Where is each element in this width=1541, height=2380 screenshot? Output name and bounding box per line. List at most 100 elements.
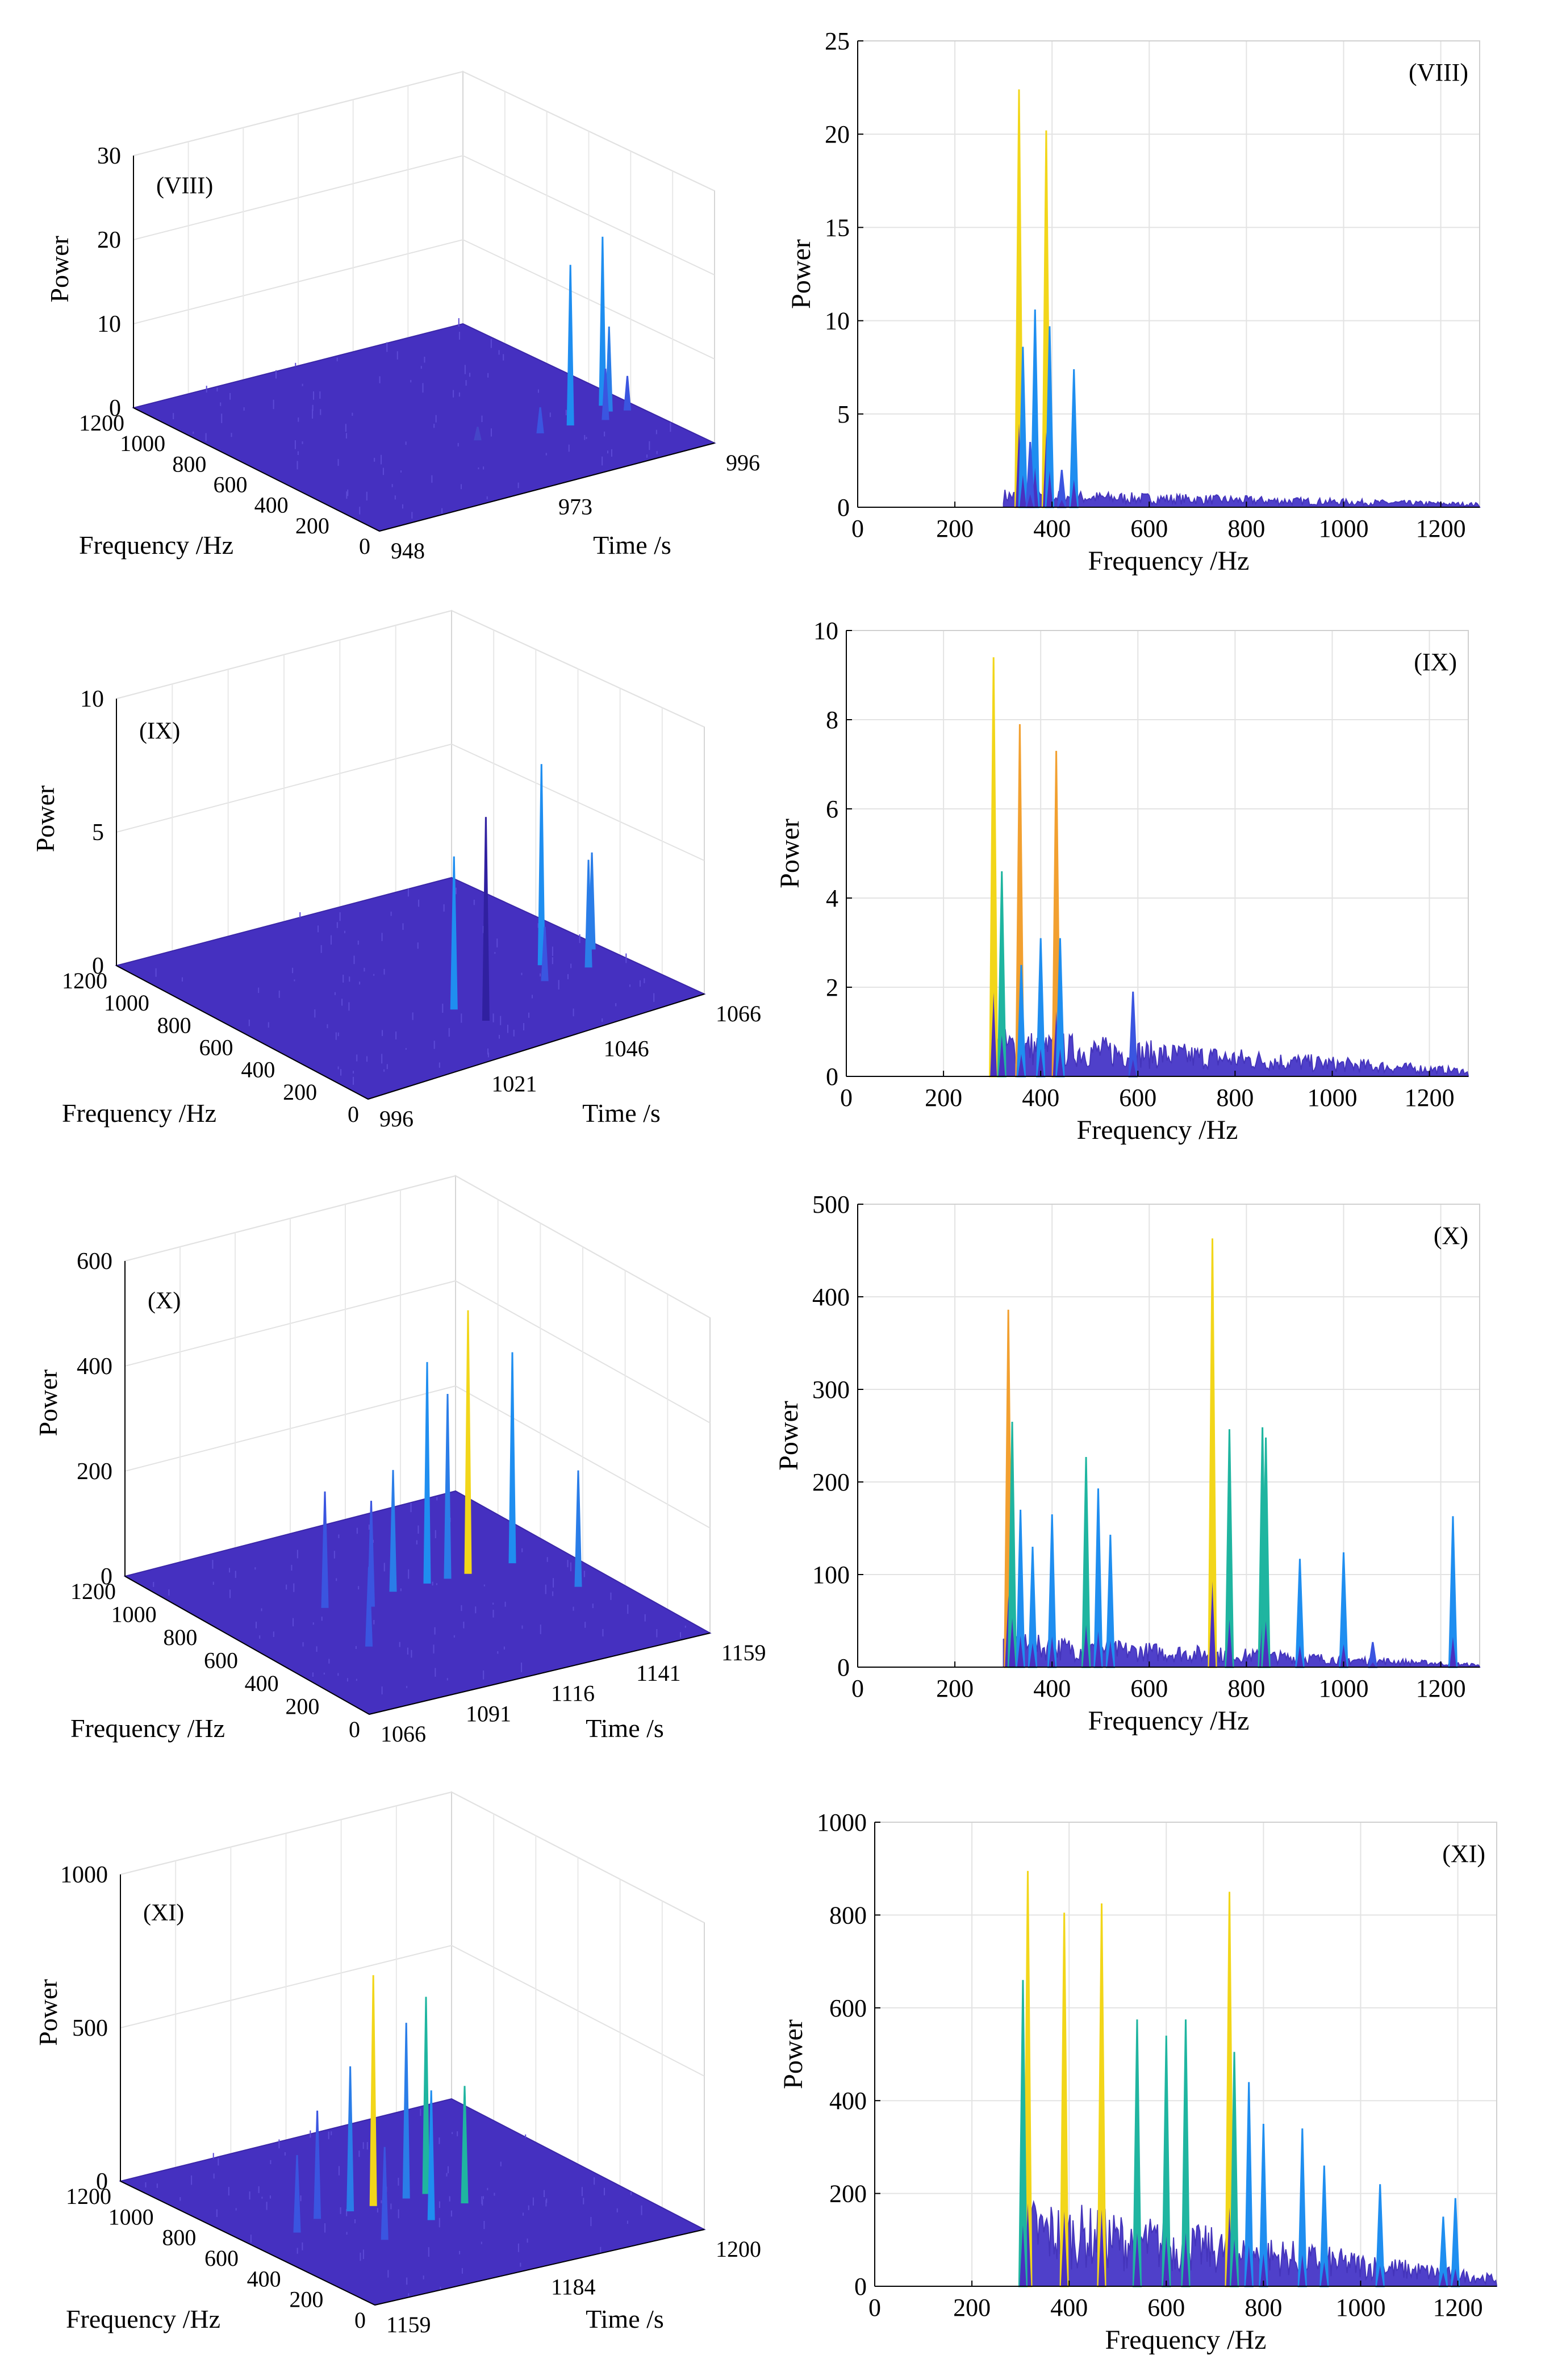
- spectrum-peak-base: [998, 1035, 1005, 1076]
- y-axis-label: Power: [774, 1401, 804, 1471]
- x-tick-label: 0: [851, 1675, 864, 1702]
- frequency-axis: [133, 407, 380, 532]
- waterfall-peak: [605, 326, 613, 412]
- spectrum-peak-base: [1098, 2210, 1105, 2286]
- spectrum-peak-base: [1376, 2266, 1384, 2286]
- spectrum-panel: [846, 630, 1469, 1078]
- waterfall-peak: [536, 407, 544, 433]
- spectrum-peak-base: [1106, 1640, 1114, 1667]
- x-tick-label: 200: [953, 2294, 991, 2321]
- x-axis-label: Frequency /Hz: [1088, 546, 1250, 576]
- z-axis-label: Power: [45, 236, 74, 303]
- frequency-tick-label: 600: [204, 1648, 238, 1673]
- z-tick-label: 0: [92, 953, 104, 979]
- spectrum-peak-base: [1296, 1645, 1304, 1667]
- z-tick-label: 600: [77, 1249, 112, 1275]
- x-tick-label: 0: [868, 2294, 881, 2321]
- frequency-tick-label: 1200: [70, 1579, 116, 1604]
- z-tick-label: 200: [77, 1459, 112, 1485]
- y-tick-label: 25: [825, 27, 850, 55]
- waterfall-peak: [402, 2023, 410, 2199]
- time-axis-label: Time /s: [593, 531, 671, 559]
- frequency-axis: [116, 965, 369, 1100]
- panel-label: (VIII): [156, 173, 213, 199]
- y-tick-label: 400: [812, 1283, 850, 1311]
- waterfall-peak: [365, 1567, 373, 1647]
- z-tick-label: 20: [97, 227, 121, 253]
- spectrum-peak-base: [1262, 1621, 1269, 1667]
- y-tick-label: 200: [829, 2180, 867, 2208]
- waterfall-peak: [461, 2086, 469, 2203]
- frequency-tick-label: 1200: [62, 968, 107, 993]
- frequency-tick-label: 1200: [66, 2183, 111, 2209]
- spectrum-peak-base: [1058, 499, 1066, 507]
- waterfall-peak: [423, 1362, 431, 1584]
- frequency-tick-label: 200: [295, 513, 329, 538]
- x-tick-label: 1000: [1307, 1084, 1357, 1112]
- panel-label: (IX): [1414, 648, 1457, 676]
- z-tick-label: 500: [72, 2015, 108, 2041]
- frequency-tick-label: 0: [354, 2307, 366, 2333]
- spectrum-peak-base: [1019, 475, 1026, 507]
- frequency-tick-label: 400: [245, 1671, 279, 1696]
- waterfall-peak: [566, 265, 574, 425]
- waterfall-peak: [574, 1470, 582, 1587]
- z-axis-label: Power: [34, 1979, 62, 2046]
- time-axis-label: Time /s: [586, 1714, 664, 1743]
- x-tick-label: 1200: [1416, 1675, 1466, 1702]
- waterfall-peak: [588, 852, 596, 950]
- y-tick-label: 0: [837, 1654, 850, 1681]
- waterfall-peak: [427, 2090, 435, 2220]
- z-tick-label: 1000: [60, 1862, 108, 1888]
- frequency-tick-label: 600: [214, 472, 248, 498]
- spectrum-peak-base: [1020, 2225, 1026, 2286]
- x-axis-label: Frequency /Hz: [79, 531, 233, 559]
- y-tick-label: 4: [826, 884, 838, 912]
- frequency-tick-label: 1000: [108, 2204, 154, 2229]
- x-tick-label: 800: [1245, 2294, 1282, 2321]
- frequency-tick-label: 200: [285, 1694, 319, 1719]
- time-tick-label: 1021: [491, 1071, 537, 1096]
- x-tick-label: 400: [1050, 2294, 1088, 2321]
- waterfall-peak: [537, 764, 545, 966]
- panel-label: (VIII): [1409, 59, 1468, 86]
- z-tick-label: 0: [96, 2169, 108, 2195]
- spectrum-peak-base: [1226, 1619, 1233, 1667]
- x-tick-label: 1200: [1405, 1084, 1455, 1112]
- time-tick-label: 1116: [551, 1681, 595, 1706]
- y-axis-label: Power: [786, 239, 816, 309]
- waterfall-peak: [381, 2147, 389, 2240]
- waterfall-panel: [119, 1791, 706, 2306]
- y-tick-label: 10: [813, 617, 838, 645]
- time-tick-label: 1159: [386, 2312, 431, 2337]
- x-tick-label: 1200: [1433, 2294, 1483, 2321]
- spectrum-peak-base: [1450, 1636, 1456, 1667]
- spectrum-peak-base: [1231, 2239, 1238, 2286]
- spectrum-peak-base: [1037, 1049, 1045, 1076]
- y-tick-label: 20: [825, 120, 850, 148]
- x-axis-label: Frequency /Hz: [1088, 1706, 1250, 1736]
- frequency-tick-label: 1000: [104, 990, 149, 1016]
- waterfall-panel: [115, 609, 706, 1100]
- time-tick-label: 948: [391, 538, 425, 563]
- waterfall-peak: [389, 1469, 397, 1592]
- spectrum-peak-base: [1018, 1054, 1025, 1076]
- waterfall-peak: [464, 1310, 472, 1574]
- panel-label: (IX): [139, 719, 180, 745]
- plot-frame: [846, 630, 1469, 1077]
- spectrum-peak-base: [1209, 1581, 1216, 1667]
- y-tick-label: 400: [829, 2087, 867, 2115]
- spectrum-peak-base: [1046, 471, 1053, 507]
- spectrum-peak-base: [1009, 1618, 1016, 1667]
- y-tick-label: 0: [837, 494, 850, 521]
- x-tick-label: 600: [1130, 1675, 1168, 1702]
- time-tick-label: 1091: [466, 1701, 511, 1726]
- y-tick-label: 800: [829, 1901, 867, 1929]
- x-tick-label: 1200: [1416, 515, 1466, 542]
- y-tick-label: 1000: [817, 1809, 867, 1836]
- spectrum-peak-base: [1439, 2272, 1447, 2286]
- x-tick-label: 400: [1022, 1084, 1059, 1112]
- z-axis-label: Power: [31, 786, 60, 853]
- waterfall-peak: [369, 1975, 377, 2206]
- frequency-tick-label: 1000: [120, 431, 165, 456]
